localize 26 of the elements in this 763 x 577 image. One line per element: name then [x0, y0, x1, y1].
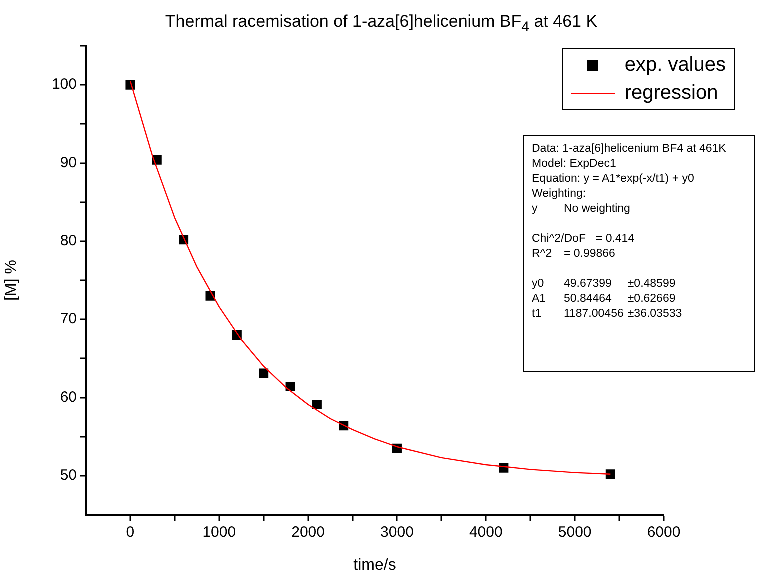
x-tick-label: 4000 [469, 524, 503, 542]
legend-label: exp. values [624, 53, 726, 78]
x-tick-label: 2000 [292, 524, 325, 542]
y-tick-label: 100 [52, 76, 77, 94]
fit-results-box: Data: 1-aza[6]helicenium BF4 at 461K Model: ExpDec1 Equation: y = A1*exp(-x/t1) + y0 Weighting: y No weighting Chi^2/DoF = 0.414 R^2 = 0.99866 y0 49.67399 ±0.48599 A1 50.84464 ±0.62669 t1 1187.00456 ±36.03533 [523, 135, 755, 372]
x-tick-label: 5000 [558, 524, 592, 542]
point [259, 368, 269, 378]
annotation: Data: 1-aza[6]helicenium BF4 at 461K Model: ExpDec1 Equation: y = A1*exp(-x/t1) + y0 Weighting: y No weighting [532, 142, 728, 217]
y-tick-label: 60 [60, 388, 77, 406]
x-tick-label: 1000 [202, 524, 236, 542]
x-axis-title: time/s [354, 556, 396, 574]
x-tick-label: 3000 [380, 524, 414, 542]
chart-title: Thermal racemisation of 1-aza[6]helicenium BF$_{4}$ at 461 K [164, 12, 599, 36]
x-tick-label: 0 [126, 524, 135, 542]
y-tick-label: 90 [60, 154, 77, 172]
annotation: y0 49.67399 ±0.48599 A1 50.84464 ±0.62669 t1 1187.00456 ±36.03533 [532, 277, 684, 322]
x-tick-label: 6000 [647, 524, 681, 542]
point [286, 382, 296, 392]
annotation: Chi^2/DoF = 0.414 R^2 = 0.99866 [532, 232, 636, 262]
y-tick-label: 80 [60, 232, 77, 250]
point [606, 470, 616, 480]
legend-label: regression [624, 81, 718, 106]
y-tick-label: 70 [60, 310, 77, 328]
y-tick-label: 50 [60, 467, 77, 484]
point [312, 400, 322, 410]
y-axis-title: [M] % [3, 260, 20, 301]
